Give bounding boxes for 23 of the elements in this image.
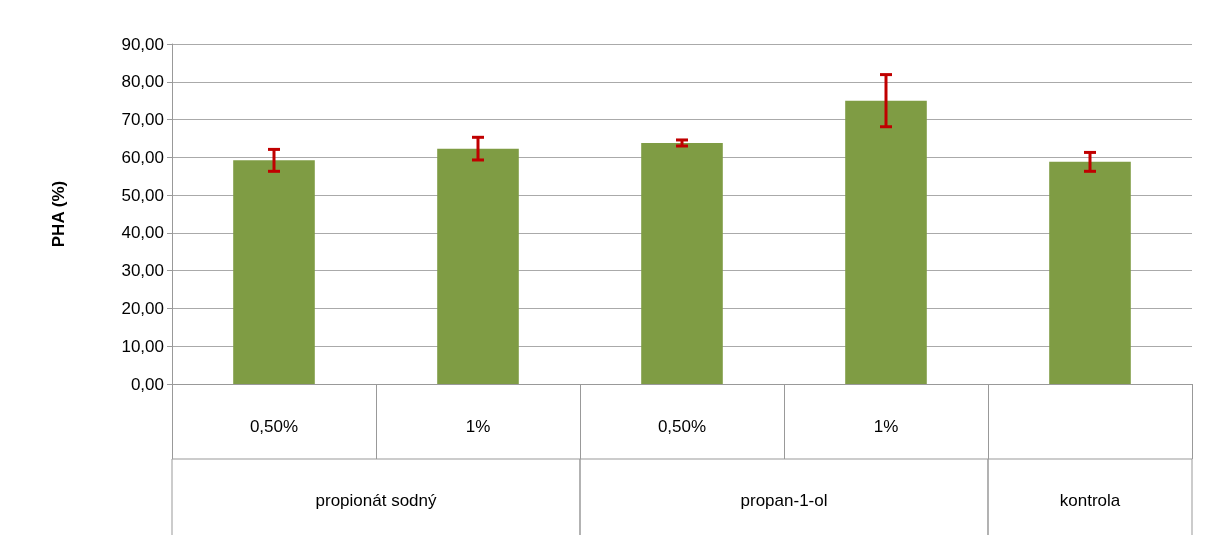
y-tick-label: 10,00 [121,336,164,356]
x-tick-label: 0,50% [249,417,299,436]
y-tick-label: 0,00 [130,374,164,394]
y-tick-label: 80,00 [121,72,164,92]
y-tick-label: 50,00 [121,185,164,205]
y-tick-label: 30,00 [121,261,164,281]
bar [845,100,927,384]
y-tick-label: 40,00 [121,223,164,243]
bar [1049,161,1131,384]
text: propionát sodný [315,490,437,510]
y-tick-label: 20,00 [121,298,164,318]
bar [641,142,723,384]
x-tick-label: 1% [465,417,491,436]
y-axis-title: PHA (%) [49,180,68,248]
y-tick-label: 90,00 [121,34,164,54]
text: propan-1-ol [740,490,828,510]
bar [437,148,519,384]
text: kontrola [1059,490,1121,510]
y-tick-label: 60,00 [121,147,164,167]
x-tick-label: 1% [873,417,899,436]
x-tick-label: 0,50% [657,417,707,436]
y-tick-label: 70,00 [121,110,164,130]
bar [233,160,315,384]
